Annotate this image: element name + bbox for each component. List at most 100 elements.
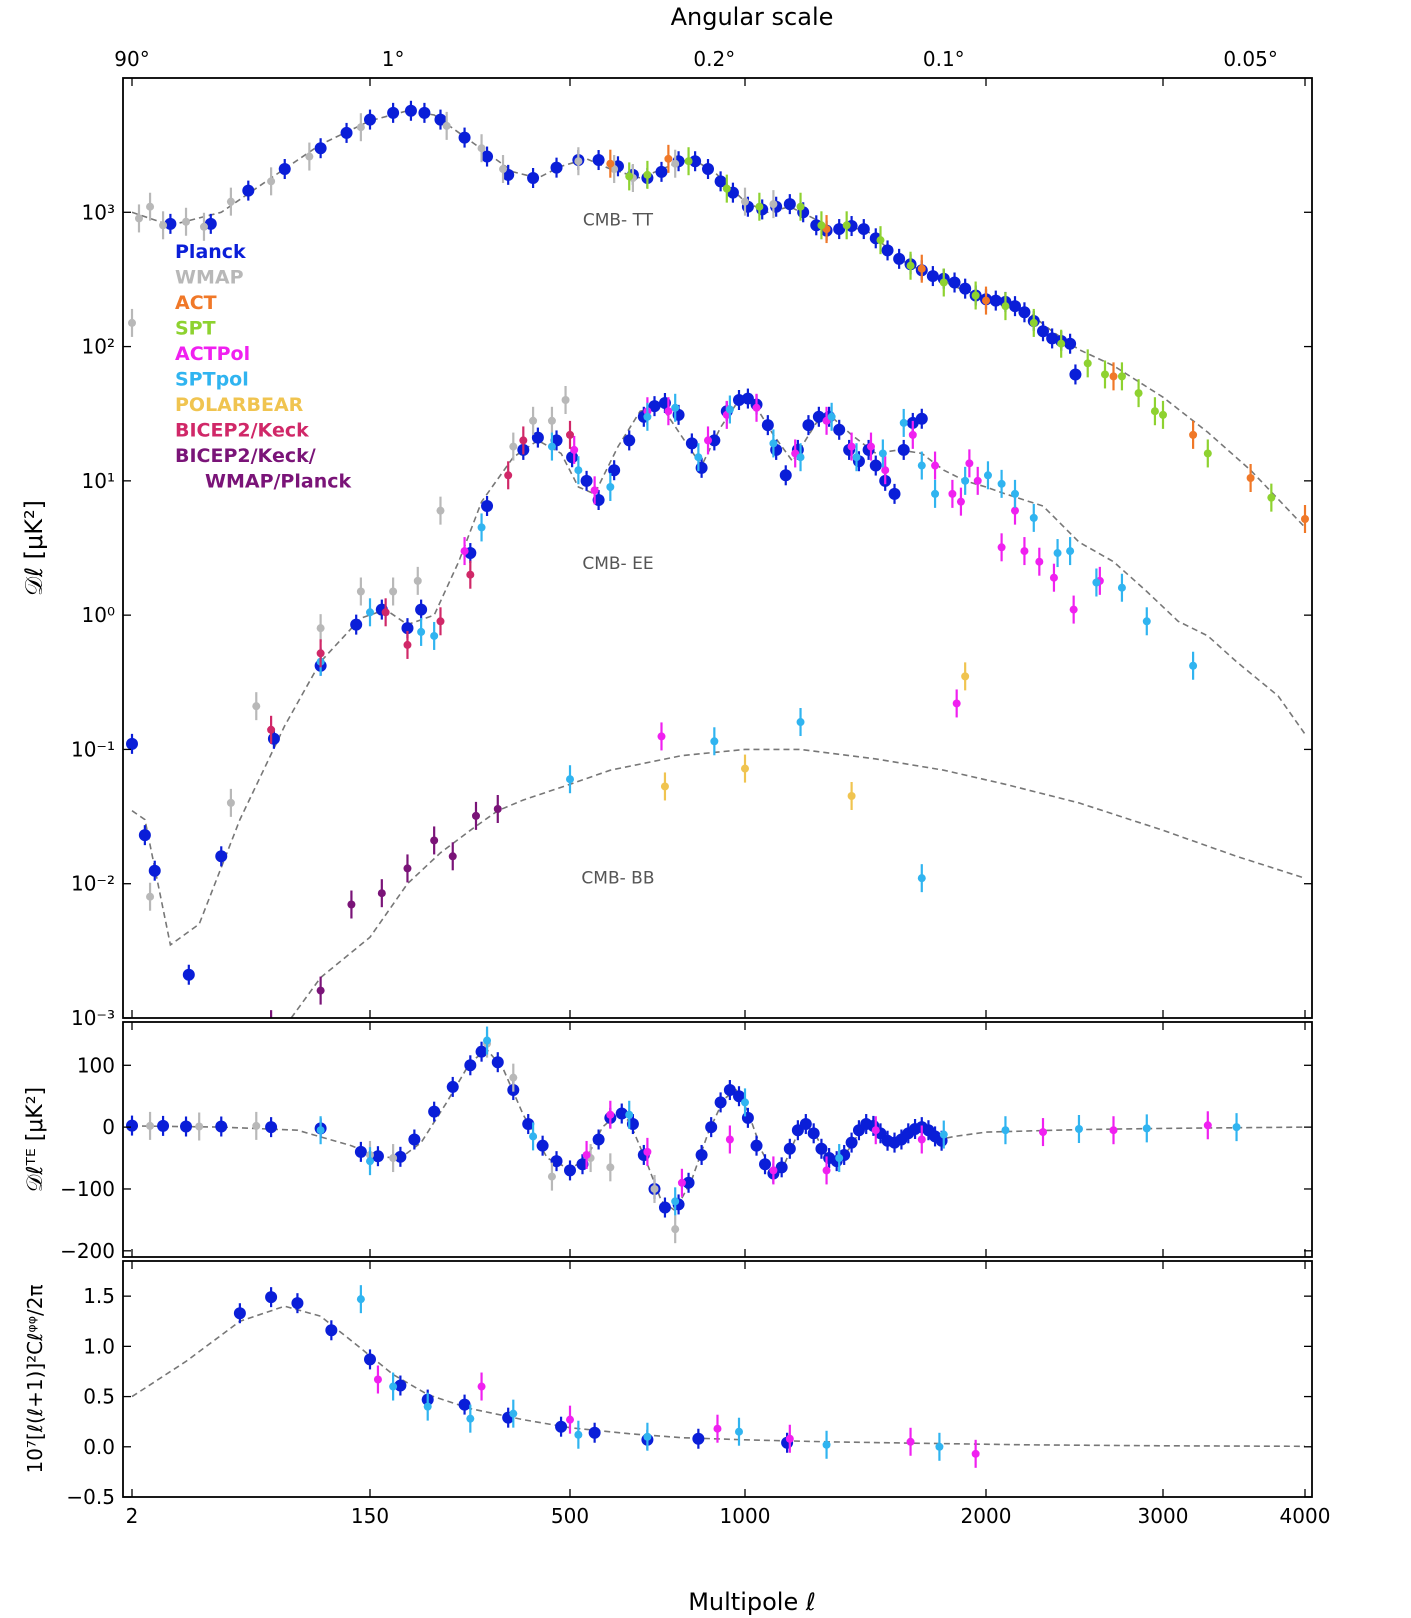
data-point-tt (939, 278, 948, 287)
data-point-ee (252, 702, 261, 711)
data-point-pp (566, 1415, 574, 1424)
data-point-ee (126, 737, 138, 750)
data-point-pp (291, 1297, 304, 1310)
data-point-tt (783, 198, 796, 211)
data-point-bb (471, 811, 480, 820)
main-frame (122, 77, 1313, 1019)
data-point-pp (364, 1353, 376, 1366)
data-point-ee (812, 410, 825, 423)
data-point-te (592, 1133, 605, 1146)
data-point-ee (1020, 547, 1029, 556)
data-point-ee (761, 419, 774, 432)
data-point-te (815, 1142, 828, 1155)
data-point-te (769, 1166, 778, 1175)
x-tick-label: 3000 (1138, 1504, 1189, 1528)
data-point-te (845, 1136, 858, 1149)
data-point-tt (948, 276, 961, 289)
data-point-pp (692, 1432, 705, 1445)
data-point-ee (961, 476, 970, 485)
data-point-pp (466, 1414, 475, 1423)
data-point-tt (606, 159, 615, 168)
panel-lensing: 2 150 500 1000 2000 3000 4000 1.5 1.0 0.5 0.0 −0.5 1… (23, 1260, 1331, 1528)
data-point-ee (401, 622, 414, 635)
data-point-tt (689, 155, 702, 168)
data-point-tt (442, 121, 451, 130)
data-point-tt (989, 294, 1002, 307)
data-point-bb (493, 805, 502, 814)
data-point-tt (982, 296, 990, 305)
data-point-ee (460, 547, 469, 556)
data-point-pp (643, 1432, 652, 1441)
main-y-tick-label: 10³ (82, 200, 115, 224)
data-point-pp (389, 1382, 398, 1391)
data-point-ee (769, 439, 778, 448)
data-point-ee (1053, 549, 1062, 558)
data-point-ee (888, 487, 901, 500)
data-point-te (408, 1133, 421, 1146)
data-point-bb (847, 791, 856, 800)
panel-main: CMB- TT CMB- EE CMB- BB 10⁻³ 10⁻² 10⁻¹ 10⁰ 10¹ 1… (20, 47, 1313, 1030)
data-point-te (606, 1163, 615, 1172)
data-point-tt (134, 214, 143, 223)
data-point-ee (833, 423, 846, 436)
data-point-ee (403, 640, 412, 649)
legend-entry: Planck (175, 241, 246, 263)
data-point-tt (1018, 306, 1031, 319)
data-point-tt (458, 131, 471, 144)
data-point-ee (983, 471, 992, 480)
data-point-ee (366, 608, 374, 617)
data-point-tt (917, 264, 926, 273)
data-point-tt (434, 113, 447, 126)
data-point-tt (1150, 407, 1159, 416)
data-point-ee (415, 603, 428, 616)
data-point-te (871, 1126, 880, 1135)
data-point-tt (356, 123, 365, 132)
data-point-te (265, 1121, 278, 1134)
data-point-te (491, 1056, 504, 1069)
data-point-tt (796, 202, 805, 211)
data-point-ee (1010, 506, 1019, 515)
data-point-te (759, 1158, 772, 1171)
data-point-ee (590, 486, 599, 495)
top-tick-label: 0.2° (693, 47, 735, 71)
lensing-y-tick-label: 0.0 (83, 1435, 115, 1459)
data-point-tt (267, 177, 276, 186)
main-y-tick-label: 10² (82, 335, 115, 359)
data-point-te (671, 1197, 680, 1206)
data-point-ee (1010, 489, 1019, 498)
data-point-ee (1189, 661, 1198, 670)
data-point-ee (796, 453, 805, 462)
data-point-tt (1008, 300, 1021, 313)
data-point-ee (356, 587, 365, 596)
data-point-ee (182, 968, 195, 981)
data-point-te (695, 1148, 708, 1161)
data-point-ee (481, 499, 494, 512)
data-point-ee (881, 466, 890, 475)
data-point-bb (917, 874, 926, 883)
data-point-pp (509, 1409, 518, 1418)
data-point-te (483, 1036, 492, 1045)
data-point-te (939, 1130, 948, 1139)
data-point-ee (847, 442, 856, 451)
data-point-tt (817, 221, 826, 230)
spectrum-annotation: CMB- BB (581, 869, 654, 889)
x-tick-label: 4000 (1280, 1504, 1331, 1528)
data-point-bb (430, 836, 439, 845)
data-point-tt (574, 157, 583, 166)
data-point-te (1203, 1121, 1212, 1130)
data-point-ee (1142, 617, 1151, 626)
data-point-bb (316, 986, 325, 995)
data-point-ee (897, 443, 910, 456)
theory-bb-line (290, 748, 1306, 1018)
data-point-pp (373, 1375, 382, 1384)
data-point-tt (1189, 430, 1198, 439)
data-point-ee (350, 618, 363, 631)
data-point-tt (1037, 325, 1050, 338)
te-frame (122, 1021, 1313, 1258)
data-point-te (1074, 1124, 1083, 1133)
data-point-ee (606, 483, 615, 492)
data-point-te (741, 1111, 754, 1124)
data-point-ee (931, 489, 940, 498)
data-point-tt (340, 126, 353, 139)
